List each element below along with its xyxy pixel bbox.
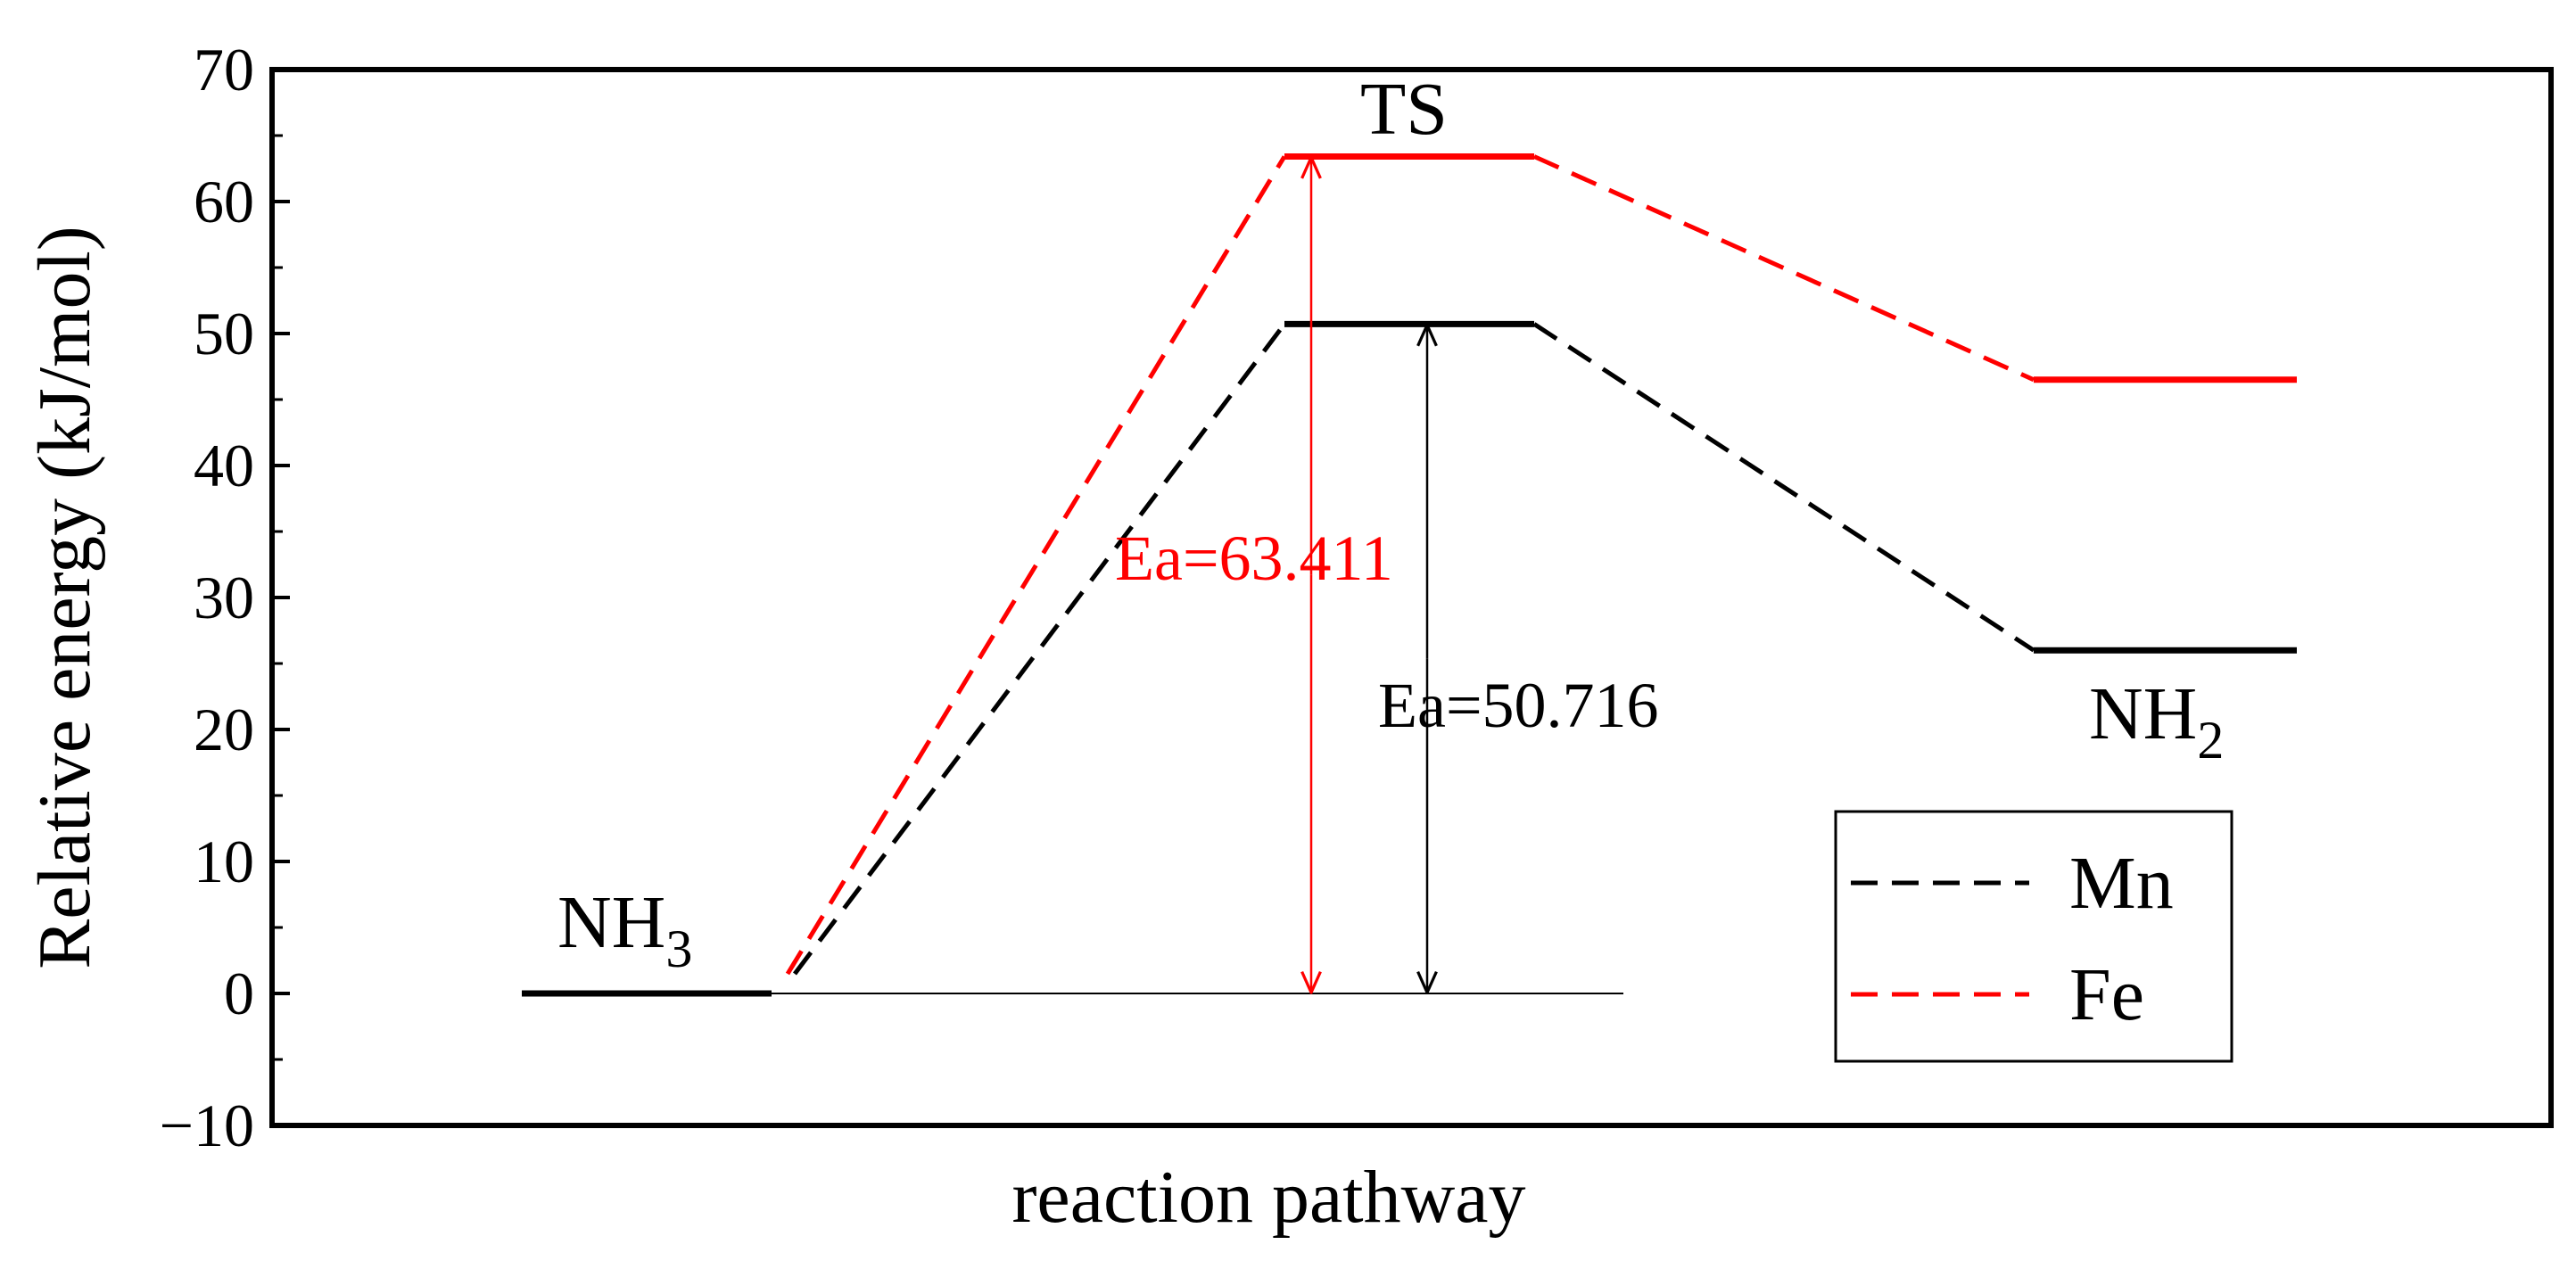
state-label-nh2: NH2 — [2089, 672, 2224, 770]
legend-box — [1834, 810, 2233, 1063]
y-tick-label: 30 — [194, 564, 254, 631]
plot-frame — [269, 67, 2554, 1128]
connector-mn-1 — [793, 322, 1286, 976]
state-label-main: NH — [2089, 672, 2197, 755]
y-tick-label: −10 — [160, 1092, 254, 1159]
x-axis-title: reaction pathway — [1011, 1156, 1525, 1239]
y-tick-label: 60 — [194, 168, 254, 235]
state-label-main: TS — [1360, 68, 1448, 151]
state-label-ts: TS — [1360, 68, 1448, 151]
y-tick-label: 50 — [194, 300, 254, 367]
connector-fe-2 — [1532, 154, 2035, 383]
series-lines — [522, 153, 2297, 997]
state-label-subscript: 3 — [665, 919, 692, 978]
ea-label-fe: Ea=63.411 — [1115, 523, 1393, 594]
y-tick-label: 20 — [194, 696, 254, 763]
legend-label-mn: Mn — [2069, 842, 2174, 925]
series-fe — [785, 153, 2297, 976]
legend-label-fe: Fe — [2069, 953, 2144, 1036]
y-tick-label: 40 — [194, 432, 254, 499]
state-label-subscript: 2 — [2197, 711, 2224, 770]
y-axis-title: Relative energy (kJ/mol) — [23, 226, 106, 969]
connector-mn-2 — [1532, 322, 2035, 653]
legend: Mn Fe — [1834, 810, 2233, 1063]
connector-fe-1 — [785, 155, 1287, 976]
ea-label-mn: Ea=50.716 — [1378, 670, 1659, 741]
y-tick-label: 10 — [194, 828, 254, 895]
state-label-main: NH — [557, 881, 665, 964]
activation-energy-labels: Ea=50.716 Ea=63.411 — [1115, 523, 1659, 741]
y-tick-label: 0 — [224, 960, 254, 1027]
y-tick-label: 70 — [194, 36, 254, 103]
series-mn — [793, 320, 2297, 976]
activation-arrows — [1311, 158, 1427, 993]
state-label-nh3: NH3 — [557, 881, 692, 978]
y-axis-tick-labels: −10 0 10 20 30 40 50 60 70 — [160, 36, 254, 1159]
